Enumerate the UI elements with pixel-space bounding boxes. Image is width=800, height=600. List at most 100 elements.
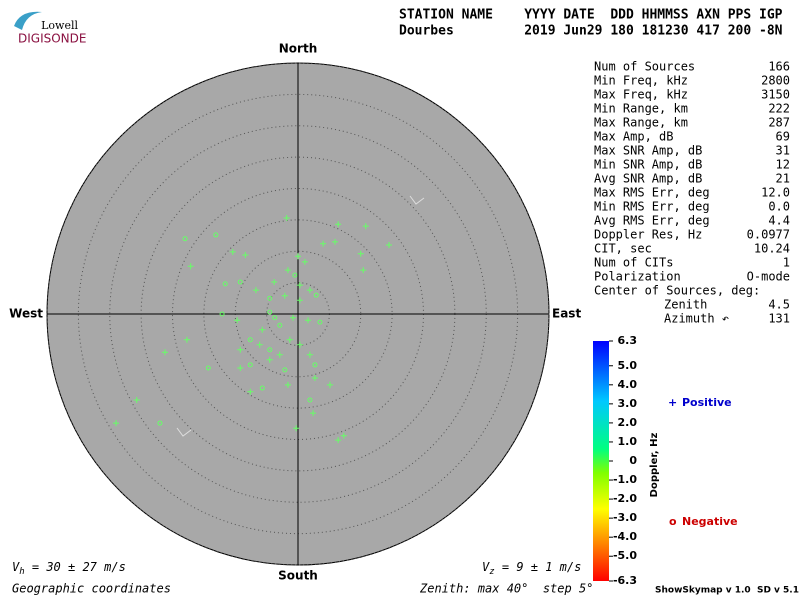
source-point	[213, 232, 219, 238]
source-point	[267, 347, 273, 353]
stat-label: Num of CITs	[594, 256, 673, 270]
version: ShowSkymap v 1.0 SD v 5.1	[655, 586, 799, 596]
stat-label: Center of Sources, deg:	[594, 284, 760, 298]
stat-value: 31	[776, 144, 790, 158]
source-point	[320, 240, 327, 247]
source-point	[340, 432, 347, 439]
direction-label: South	[278, 569, 318, 583]
colorbar-tick-label: 0	[629, 454, 637, 467]
stat-label: Num of Sources	[594, 60, 695, 74]
source-point	[296, 297, 303, 304]
colorbar-tick-label: 2.0	[618, 416, 638, 429]
stat-label: CIT, sec	[594, 242, 652, 256]
colorbar-tick-label: 1.0	[618, 435, 638, 448]
direction-label: East	[552, 307, 581, 321]
chevron	[409, 195, 425, 205]
stat-value: 3150	[761, 88, 790, 102]
source-point	[362, 223, 369, 230]
stat-label: Max Freq, kHz	[594, 88, 688, 102]
source-point	[335, 221, 342, 228]
source-point	[242, 252, 249, 259]
stat-value: 222	[768, 102, 790, 116]
plot	[46, 62, 550, 566]
header-row: STATION NAME YYYY DATE DDD HHMMSS AXN PP…	[399, 8, 783, 23]
source-point	[259, 385, 265, 391]
source-point	[266, 356, 273, 363]
direction-label: North	[279, 42, 317, 56]
stat-value: 4.5	[768, 298, 790, 312]
vz: Vz = 9 ± 1 m/s	[482, 560, 581, 577]
source-point	[276, 351, 283, 358]
source-point	[237, 279, 243, 285]
colorbar-tick-label: -5.0	[613, 549, 637, 562]
source-point	[259, 326, 266, 333]
logo-top: Lowell	[41, 19, 78, 32]
colorbar-tick-label: -2.0	[613, 492, 637, 505]
source-point	[332, 238, 339, 245]
source-point	[277, 322, 283, 328]
source-point	[247, 337, 253, 343]
source-point	[281, 292, 288, 299]
colorbar-tick-label: 3.0	[618, 397, 638, 410]
stat-value: 0.0	[768, 200, 790, 214]
legend-marker: o	[669, 515, 677, 528]
source-point	[247, 362, 253, 368]
source-point	[385, 241, 392, 248]
stat-value: 287	[768, 116, 790, 130]
stat-value: 0.0977	[747, 228, 790, 242]
stat-label: Zenith	[664, 298, 707, 312]
colorbar-tick-label: -6.3	[613, 574, 637, 587]
stat-label: Max Range, km	[594, 116, 688, 130]
source-point	[133, 396, 140, 403]
stat-label: Max Amp, dB	[594, 130, 673, 144]
colorbar-tick-label: 5.0	[618, 359, 638, 372]
source-point	[312, 362, 318, 368]
source-point	[313, 292, 319, 298]
stat-value: 69	[776, 130, 790, 144]
source-point	[237, 346, 244, 353]
direction-label: West	[9, 307, 43, 321]
source-point	[284, 381, 291, 388]
stat-value: 131	[768, 312, 790, 326]
header-row: Dourbes 2019 Jun29 180 181230 417 200 -8…	[399, 24, 783, 39]
colorbar-tick-label: -3.0	[613, 511, 637, 524]
source-point	[293, 425, 300, 432]
source-point	[306, 351, 313, 358]
stat-value: 2800	[761, 74, 790, 88]
source-point	[267, 295, 273, 301]
stat-value: 166	[768, 60, 790, 74]
source-point	[295, 253, 301, 260]
source-point	[267, 309, 273, 315]
source-point	[182, 236, 188, 242]
colorbar-tick-label: -4.0	[613, 530, 637, 543]
source-point	[305, 317, 312, 324]
stat-value: 4.4	[768, 214, 790, 228]
source-point	[161, 349, 168, 356]
stat-value: 12.0	[761, 186, 790, 200]
source-point	[296, 341, 303, 348]
legend-label: Positive	[682, 396, 732, 409]
source-point	[205, 365, 211, 371]
source-point	[317, 319, 323, 325]
colorbar-tick-label: 6.3	[618, 334, 638, 347]
colorbar-tick-label: -1.0	[613, 473, 637, 486]
stat-value: O-mode	[747, 270, 790, 284]
source-point	[234, 317, 241, 324]
source-point	[311, 375, 318, 382]
source-point	[229, 248, 236, 255]
source-point	[272, 315, 278, 321]
source-point	[247, 388, 254, 395]
source-point	[283, 214, 290, 221]
source-point	[256, 341, 263, 348]
stat-label: Max RMS Err, deg	[594, 186, 710, 200]
logo-swoosh	[14, 11, 42, 30]
stat-label: Avg SNR Amp, dB	[594, 172, 702, 186]
source-point	[271, 278, 278, 285]
stat-label: Max SNR Amp, dB	[594, 144, 702, 158]
source-point	[286, 336, 293, 343]
source-point	[237, 364, 244, 371]
coords: Geographic coordinates	[12, 582, 171, 596]
logo-bottom: DIGISONDE	[18, 32, 86, 46]
colorbar-tick-label: 4.0	[618, 378, 638, 391]
